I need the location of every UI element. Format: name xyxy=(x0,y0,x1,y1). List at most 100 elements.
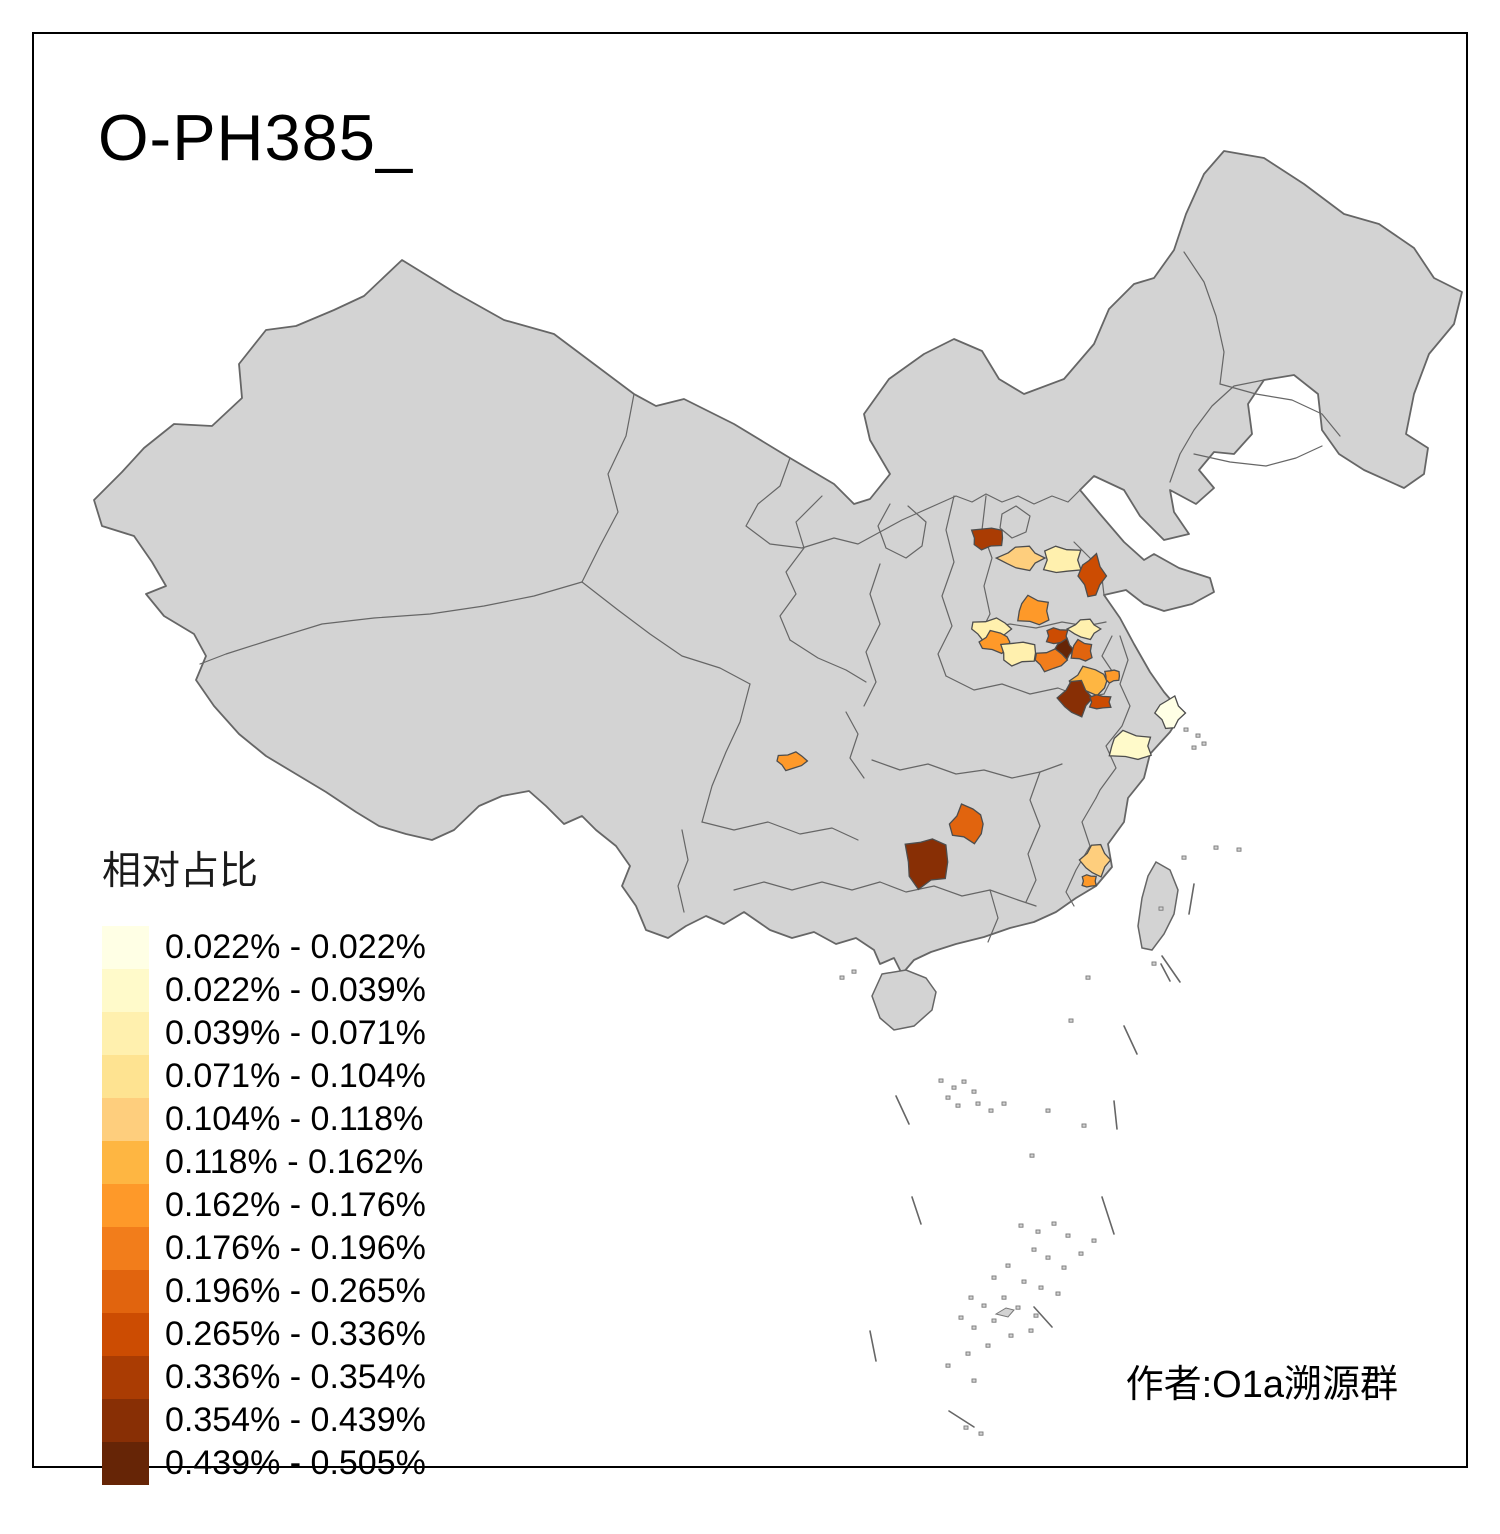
island-dot xyxy=(1085,975,1091,980)
province-border xyxy=(937,495,955,677)
sea-islet xyxy=(994,1307,1015,1318)
island-dot xyxy=(1183,727,1189,732)
province-border xyxy=(1025,771,1041,903)
province-border xyxy=(701,683,751,823)
island-dot xyxy=(1158,906,1164,911)
mainland xyxy=(93,150,1463,975)
map-region-r23 xyxy=(1078,843,1112,878)
map-region-r5 xyxy=(1017,594,1050,626)
island-dot xyxy=(991,1318,997,1323)
island-dot xyxy=(1181,855,1187,860)
legend-items: 0.022% - 0.022% 0.022% - 0.039% 0.039% - 0… xyxy=(102,926,426,1485)
legend-label: 0.022% - 0.039% xyxy=(165,971,426,1009)
map-region-r1 xyxy=(970,527,1004,551)
sea-boundary-dash xyxy=(1188,883,1195,915)
legend-label: 0.039% - 0.071% xyxy=(165,1014,426,1052)
legend-item: 0.196% - 0.265% xyxy=(102,1270,426,1313)
island-dot xyxy=(1031,1247,1037,1252)
legend-swatch xyxy=(102,1356,149,1399)
island-dot xyxy=(1005,1263,1011,1268)
legend-label: 0.071% - 0.104% xyxy=(165,1057,426,1095)
province-border xyxy=(1095,635,1131,799)
sea-boundary-dash xyxy=(1161,955,1181,983)
legend-swatch xyxy=(102,969,149,1012)
legend-label: 0.022% - 0.022% xyxy=(165,928,426,966)
legend-item: 0.104% - 0.118% xyxy=(102,1098,426,1141)
island-dot xyxy=(975,1101,981,1106)
legend-item: 0.118% - 0.162% xyxy=(102,1141,426,1184)
island-dot xyxy=(1191,745,1197,750)
island-dot xyxy=(1001,1295,1007,1300)
province-border xyxy=(863,563,881,707)
map-region-r24 xyxy=(1081,874,1097,888)
island-dot xyxy=(1055,1291,1061,1296)
legend-item: 0.336% - 0.354% xyxy=(102,1356,426,1399)
island-dot xyxy=(1065,1233,1071,1238)
island-dot xyxy=(1035,1229,1041,1234)
island-dot xyxy=(971,1325,977,1330)
island-dot xyxy=(978,1431,984,1436)
legend-item: 0.039% - 0.071% xyxy=(102,1012,426,1055)
map-region-r3 xyxy=(1042,545,1082,574)
province-border xyxy=(877,503,927,559)
legend-swatch xyxy=(102,1270,149,1313)
island-dot xyxy=(1029,1153,1035,1158)
island-dot xyxy=(1201,741,1207,746)
province-border xyxy=(1183,251,1225,385)
legend-label: 0.196% - 0.265% xyxy=(165,1272,426,1310)
legend-swatch xyxy=(102,1399,149,1442)
plot-frame: O-PH385_ 相对占比 0.022% - 0.022% 0.022% - 0.… xyxy=(32,32,1468,1485)
island-dot xyxy=(1195,733,1201,738)
sea-boundary-dash xyxy=(1160,963,1171,982)
province-border xyxy=(745,457,1081,549)
map-region-r19 xyxy=(1108,729,1153,761)
island-dot xyxy=(1236,847,1242,852)
island-dot xyxy=(1038,1285,1044,1290)
island-dot xyxy=(1051,1221,1057,1226)
province-border xyxy=(1193,445,1323,467)
island-dot xyxy=(1068,1018,1074,1023)
attribution: 作者:O1a溯源群 xyxy=(1125,1364,1398,1406)
legend-label: 0.354% - 0.439% xyxy=(165,1401,426,1439)
province-border xyxy=(999,505,1031,539)
legend-item: 0.071% - 0.104% xyxy=(102,1055,426,1098)
province-border xyxy=(981,495,993,631)
map-region-r16 xyxy=(1056,679,1094,718)
province-border xyxy=(1219,383,1341,437)
legend-item: 0.354% - 0.439% xyxy=(102,1399,426,1442)
legend-label: 0.176% - 0.196% xyxy=(165,1229,426,1267)
legend-swatch xyxy=(102,1227,149,1270)
map-region-r22 xyxy=(904,838,949,891)
island-dot xyxy=(1001,1101,1007,1106)
sea-boundary-dash xyxy=(1113,1100,1118,1130)
island-dot xyxy=(1033,1313,1039,1318)
island-dot xyxy=(839,975,845,980)
island-dot xyxy=(981,1303,987,1308)
island-dot xyxy=(938,1078,944,1083)
province-border xyxy=(779,495,823,641)
island-dot xyxy=(971,1089,977,1094)
map-region-r8 xyxy=(999,641,1037,667)
page-title: O-PH385_ xyxy=(98,101,414,174)
legend-label: 0.439% - 0.505% xyxy=(165,1444,426,1482)
legend-label: 0.336% - 0.354% xyxy=(165,1358,426,1396)
sea-boundary-dash xyxy=(911,1196,922,1225)
island-dot xyxy=(955,1103,961,1108)
province-border xyxy=(789,639,867,683)
legend-swatch xyxy=(102,1442,149,1485)
map-region-r9 xyxy=(1065,618,1103,641)
province-border xyxy=(581,393,635,583)
island-dot xyxy=(1008,1333,1014,1338)
island-dot xyxy=(1045,1108,1051,1113)
legend-label: 0.162% - 0.176% xyxy=(165,1186,426,1224)
legend-item: 0.022% - 0.022% xyxy=(102,926,426,969)
province-border xyxy=(733,881,881,891)
island-dot xyxy=(1028,1328,1034,1333)
island-dot xyxy=(1021,1279,1027,1284)
island-dot xyxy=(968,1295,974,1300)
island-dot xyxy=(958,1315,964,1320)
legend-label: 0.104% - 0.118% xyxy=(165,1100,424,1138)
legend-swatch xyxy=(102,926,149,969)
sea-boundary-dash xyxy=(895,1095,910,1125)
mainland-outline xyxy=(93,150,1463,975)
